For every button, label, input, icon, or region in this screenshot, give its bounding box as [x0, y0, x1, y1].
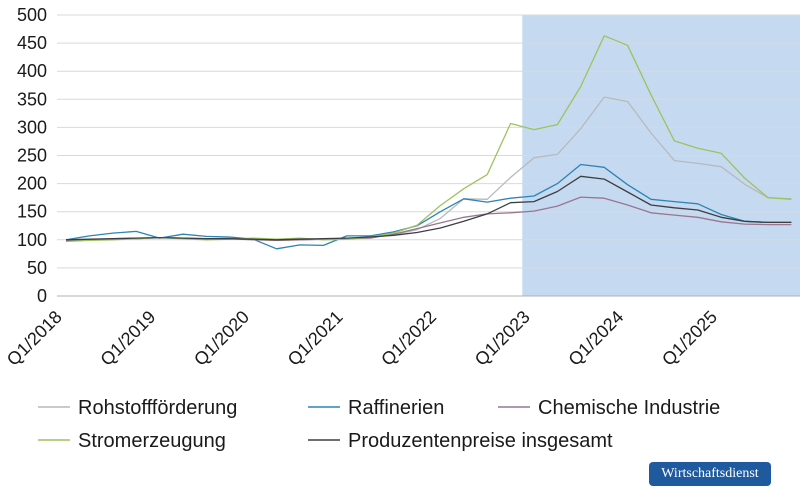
series-lines — [65, 35, 792, 250]
legend-label-produzentenpreise-insgesamt: Produzentenpreise insgesamt — [348, 430, 613, 452]
series-line-stromerzeugung — [65, 35, 792, 243]
y-tick-label-150: 150 — [17, 202, 47, 222]
legend-item-stromerzeugung: Stromerzeugung — [38, 430, 226, 452]
y-tick-label-450: 450 — [17, 33, 47, 53]
y-tick-label-250: 250 — [17, 146, 47, 166]
x-tick-label-q1-2018: Q1/2018 — [3, 307, 66, 370]
x-tick-label-q1-2024: Q1/2024 — [564, 307, 627, 370]
y-tick-label-0: 0 — [37, 286, 47, 306]
x-tick-label-q1-2021: Q1/2021 — [284, 307, 347, 370]
y-tick-label-400: 400 — [17, 61, 47, 81]
legend: Rohstoffförderung Raffinerien Chemische … — [38, 397, 720, 452]
gridlines — [57, 14, 800, 297]
y-tick-label-300: 300 — [17, 117, 47, 137]
series-line-raffinerien — [65, 163, 792, 250]
legend-item-chemische-industrie: Chemische Industrie — [498, 397, 720, 419]
wirtschaftsdienst-logo: Wirtschaftsdienst — [649, 462, 771, 486]
x-tick-label-q1-2025: Q1/2025 — [658, 307, 721, 370]
series-line-produzentenpreise-insgesamt — [65, 175, 792, 241]
x-tick-label-q1-2023: Q1/2023 — [471, 307, 534, 370]
legend-label-raffinerien: Raffinerien — [348, 397, 444, 419]
legend-label-rohstofffoerderung: Rohstoffförderung — [78, 397, 237, 419]
legend-item-produzentenpreise-insgesamt: Produzentenpreise insgesamt — [308, 430, 613, 452]
x-tick-label-q1-2019: Q1/2019 — [96, 307, 159, 370]
y-axis-tick-labels: 0 50 100 150 200 250 300 350 400 450 500 — [17, 5, 47, 306]
y-tick-label-350: 350 — [17, 89, 47, 109]
x-axis-tick-labels: Q1/2018 Q1/2019 Q1/2020 Q1/2021 Q1/2022 Q1/20… — [3, 307, 721, 370]
y-tick-label-50: 50 — [27, 258, 47, 278]
legend-label-chemische-industrie: Chemische Industrie — [538, 397, 720, 419]
y-tick-label-100: 100 — [17, 230, 47, 250]
legend-item-raffinerien: Raffinerien — [308, 397, 444, 419]
y-tick-label-500: 500 — [17, 5, 47, 25]
x-tick-label-q1-2022: Q1/2022 — [377, 307, 440, 370]
legend-item-rohstofffoerderung: Rohstoffförderung — [38, 397, 237, 419]
legend-label-stromerzeugung: Stromerzeugung — [78, 430, 226, 452]
y-tick-label-200: 200 — [17, 174, 47, 194]
x-tick-label-q1-2020: Q1/2020 — [190, 307, 253, 370]
